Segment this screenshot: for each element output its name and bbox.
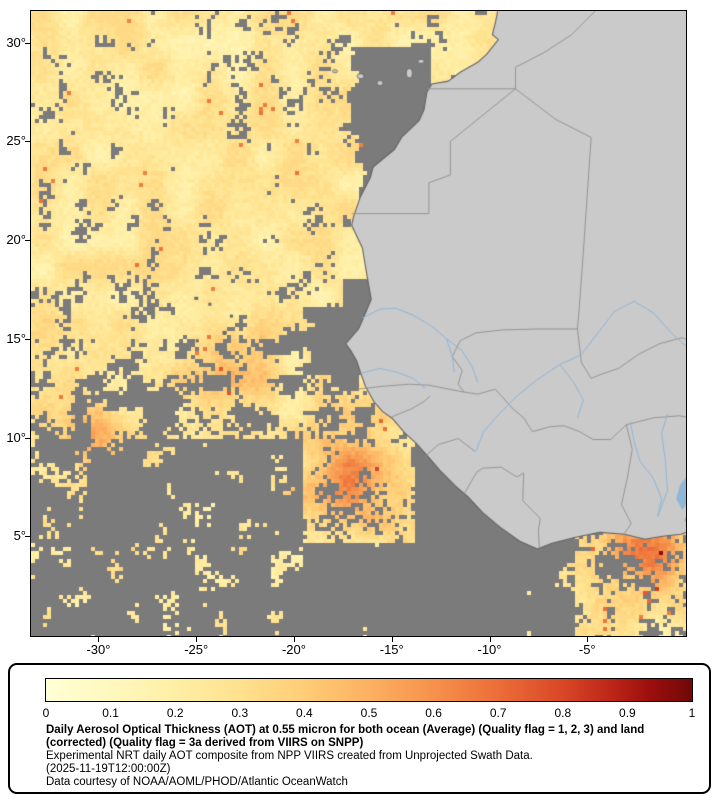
legend-box: 0 0.1 0.2 0.3 0.4 0.5 0.6 0.7 0.8 0.9 1 Daily Aero… <box>8 663 711 794</box>
colorbar-tick-label: 0.2 <box>166 706 184 720</box>
colorbar-tick-label: 0.8 <box>554 706 572 720</box>
y-tick-label: 10° <box>6 429 26 445</box>
legend-caption: Daily Aerosol Optical Thickness (AOT) at… <box>46 724 698 789</box>
x-tick-label: -15° <box>379 642 404 657</box>
aot-colorbar <box>46 679 692 701</box>
y-tick-mark <box>25 240 30 242</box>
y-tick-label: 15° <box>6 330 26 346</box>
y-tick-label: 20° <box>6 232 26 248</box>
x-tick-mark <box>587 637 589 642</box>
y-tick-label: 25° <box>6 133 26 149</box>
x-tick-mark <box>196 637 198 642</box>
y-tick-mark <box>25 141 30 143</box>
aot-map-canvas <box>31 11 686 636</box>
caption-experimental: Experimental NRT daily AOT composite fro… <box>46 750 533 762</box>
map-plot-frame <box>30 10 687 637</box>
y-tick-label: 30° <box>6 34 26 50</box>
colorbar-tick-label: 1 <box>688 706 696 720</box>
caption-timestamp: (2025-11-19T12:00:00Z) <box>46 763 171 775</box>
colorbar-tick-label: 0.5 <box>360 706 378 720</box>
y-tick-mark <box>25 437 30 439</box>
x-tick-label: -30° <box>86 642 111 657</box>
y-tick-label: 5° <box>13 528 26 544</box>
colorbar-tick-label: 0.3 <box>231 706 249 720</box>
aot-colorbar-frame <box>45 678 693 702</box>
colorbar-tick-label: 0 <box>42 706 50 720</box>
x-tick-label: -20° <box>281 642 306 657</box>
x-tick-mark <box>489 637 491 642</box>
colorbar-tick-label: 0.7 <box>489 706 507 720</box>
x-tick-mark <box>391 637 393 642</box>
colorbar-tick-label: 0.4 <box>296 706 313 720</box>
caption-title: Daily Aerosol Optical Thickness (AOT) at… <box>46 724 645 749</box>
colorbar-tick-label: 0.1 <box>102 706 119 720</box>
x-tick-mark <box>293 637 295 642</box>
y-tick-mark <box>25 42 30 44</box>
x-tick-label: -25° <box>184 642 209 657</box>
x-tick-mark <box>98 637 100 642</box>
y-tick-mark <box>25 536 30 538</box>
y-tick-mark <box>25 338 30 340</box>
colorbar-tick-label: 0.9 <box>619 706 636 720</box>
colorbar-tick-label: 0.6 <box>425 706 442 720</box>
x-tick-label: -10° <box>477 642 502 657</box>
caption-credit: Data courtesy of NOAA/AOML/PHOD/Atlantic… <box>46 776 348 788</box>
x-tick-label: -5° <box>578 642 596 657</box>
